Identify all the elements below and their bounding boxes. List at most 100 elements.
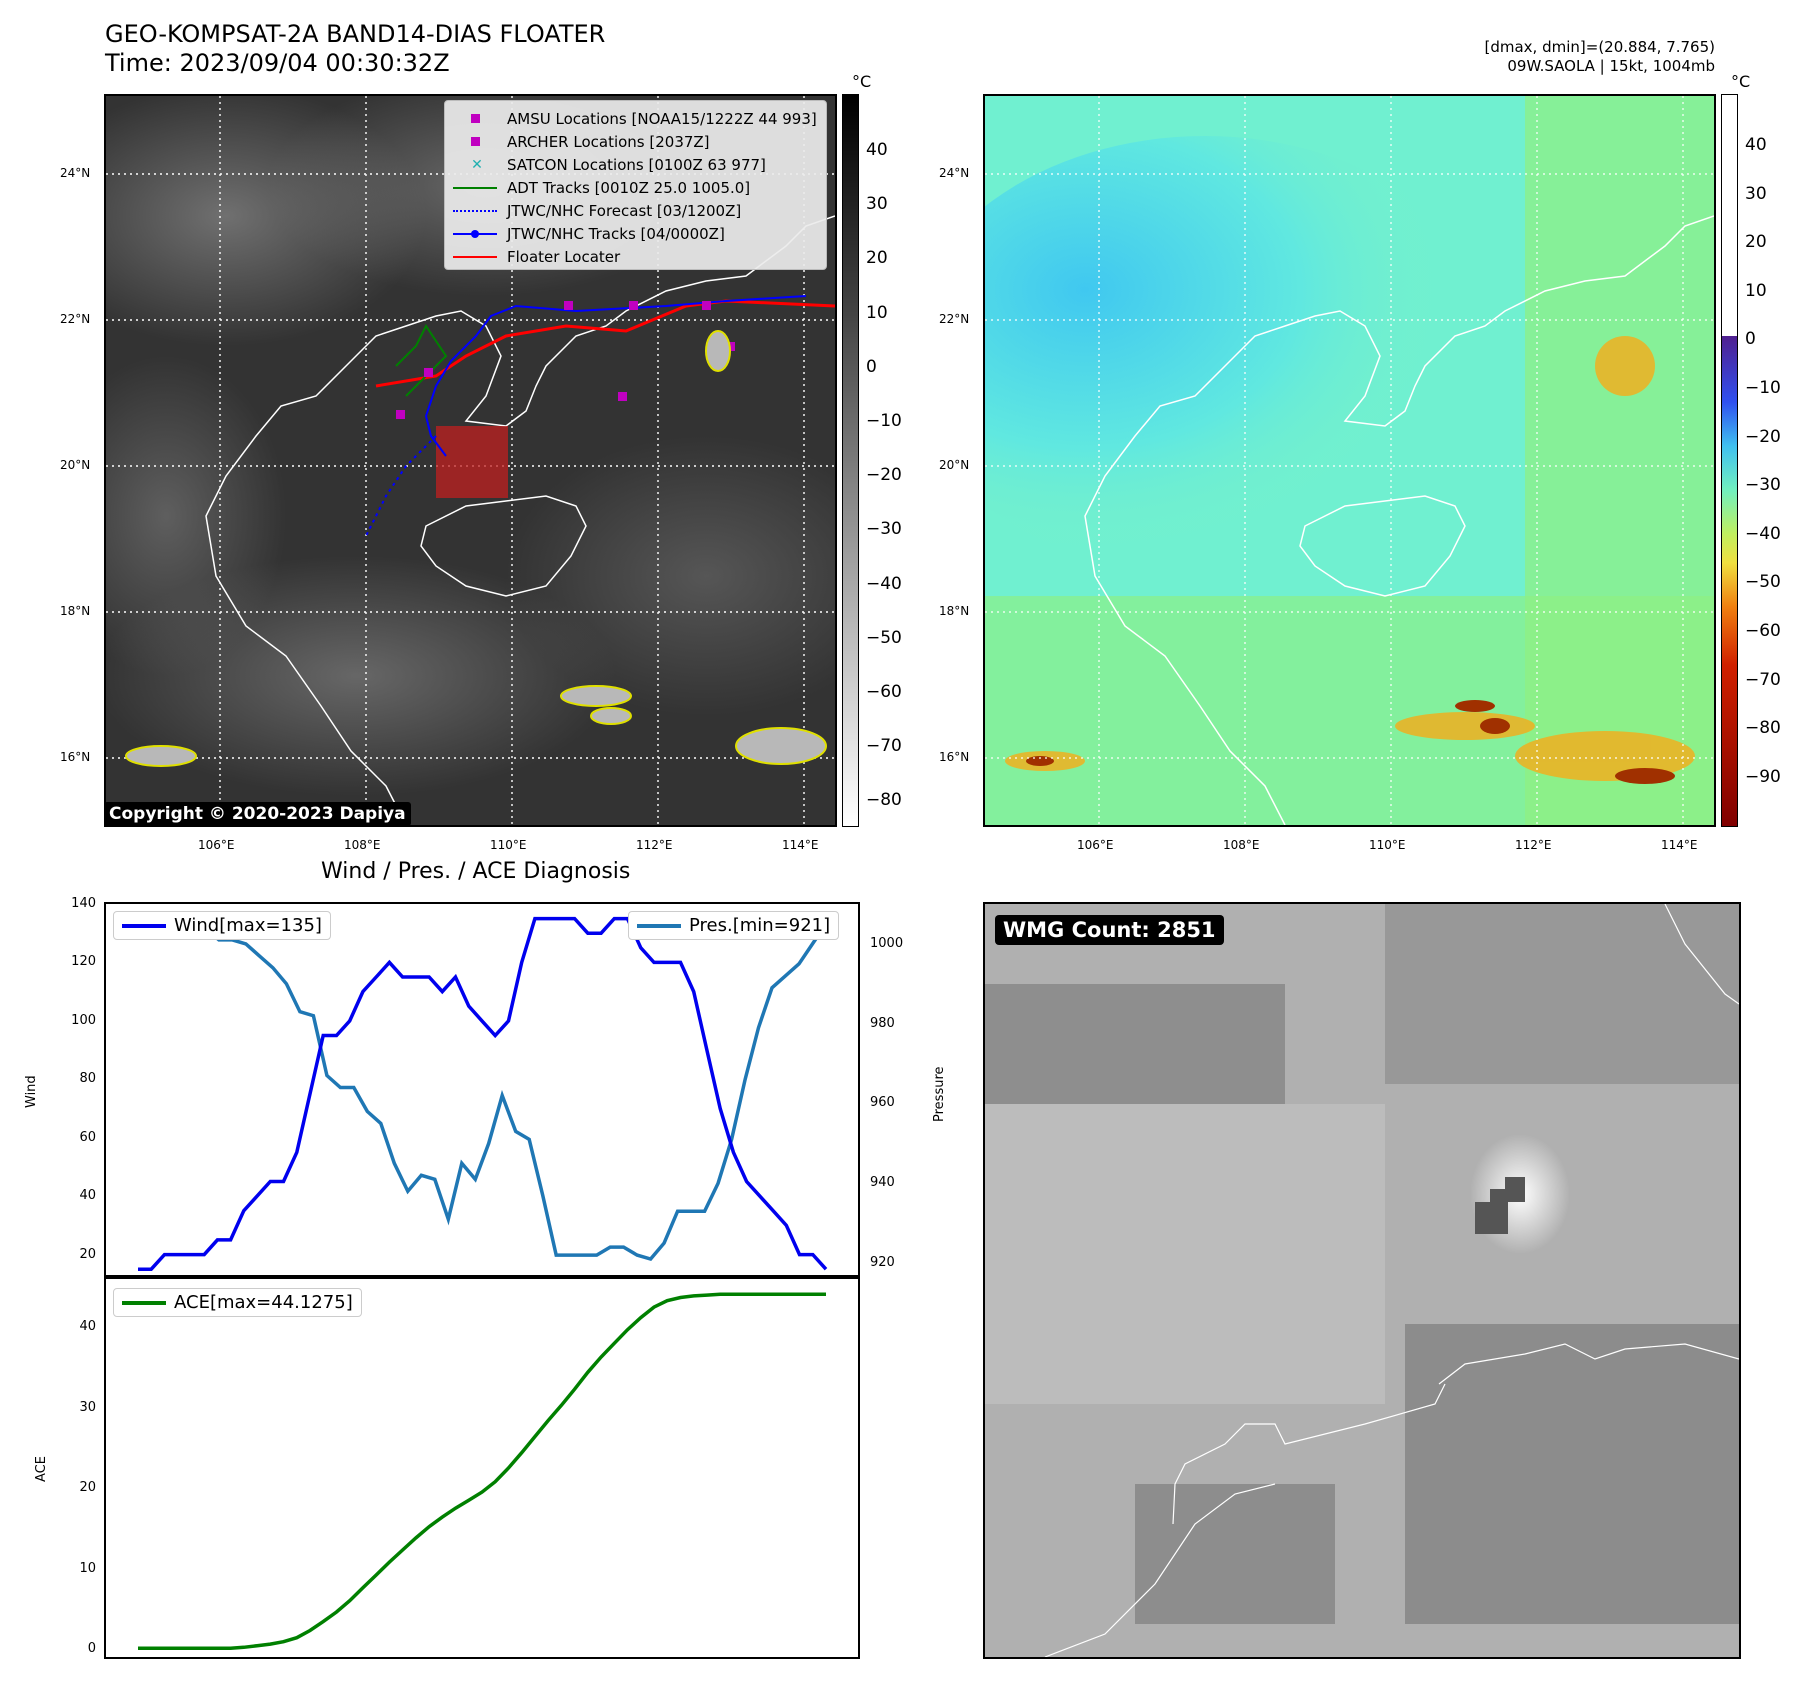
dias-colorbar [1721, 94, 1738, 827]
axis-tick-label: 20 [79, 1246, 96, 1262]
square-marker-icon [453, 135, 501, 149]
axis-tick-label: 80 [79, 1071, 96, 1087]
colorbar-tick-label: −60 [1745, 621, 1781, 641]
lat-label: 18°N [939, 604, 970, 618]
square-marker-icon [453, 112, 501, 126]
axis-tick-label: 120 [71, 954, 96, 970]
lon-label: 114°E [1661, 838, 1698, 852]
lat-label: 16°N [60, 750, 91, 764]
lon-label: 114°E [782, 838, 819, 852]
copyright-badge: Copyright © 2020-2023 Dapiya [104, 802, 411, 826]
colorbar-tick-label: 10 [1745, 280, 1767, 301]
title-line2: Time: 2023/09/04 00:30:32Z [105, 49, 450, 77]
wmg-center-marker [1475, 1177, 1525, 1234]
legend-jtwc-tracks: JTWC/NHC Tracks [04/0000Z] [453, 222, 818, 245]
lat-label: 20°N [60, 458, 91, 472]
colorbar-tick-label: −40 [866, 573, 902, 594]
colorbar-tick-label: −10 [866, 411, 902, 431]
lat-label: 20°N [939, 458, 970, 472]
colorbar-tick-label: 0 [1745, 329, 1756, 350]
lon-label: 110°E [1369, 838, 1406, 852]
wind-legend-line-icon [122, 923, 166, 928]
lon-label: 108°E [344, 838, 381, 852]
line-icon [453, 181, 501, 195]
dmax-dmin-text: [dmax, dmin]=(20.884, 7.765) [1484, 38, 1716, 56]
lat-label: 24°N [939, 166, 970, 180]
axis-tick-label: 940 [870, 1175, 895, 1191]
pres-legend-line-icon [637, 923, 681, 928]
ir-coastline [205, 215, 835, 825]
wmg-count-badge: WMG Count: 2851 [995, 915, 1224, 945]
jtwc-track [424, 295, 807, 457]
axis-tick-label: 100 [71, 1012, 96, 1028]
x-marker-icon: ✕ [471, 156, 483, 173]
wind-legend-label: Wind[max=135] [174, 915, 322, 936]
colorbar-tick-label: −50 [1745, 572, 1781, 593]
axis-tick-label: 20 [79, 1480, 96, 1496]
colorbar-tick-label: −60 [866, 682, 902, 702]
legend-satcon: ✕ SATCON Locations [0100Z 63 977] [453, 153, 818, 176]
dias-map-panel [983, 94, 1716, 827]
colorbar-tick-label: −20 [1745, 426, 1781, 447]
axis-tick-label: 140 [71, 896, 96, 911]
colorbar-tick-label: −30 [866, 519, 902, 540]
colorbar-tick-label: 30 [1745, 183, 1767, 204]
axis-tick-label: 40 [79, 1319, 96, 1335]
wind-series-line [138, 916, 828, 1271]
ace-plot [104, 1277, 860, 1659]
lon-label: 106°E [1077, 838, 1114, 852]
wmg-coastline [1044, 904, 1739, 1657]
legend-floater: Floater Locater [453, 245, 818, 268]
colorbar-tick-label: 40 [1745, 135, 1767, 155]
dias-gridlines [985, 96, 1714, 825]
pres-legend-label: Pres.[min=921] [689, 915, 831, 936]
legend-amsu: AMSU Locations [NOAA15/1222Z 44 993] [453, 107, 818, 130]
ir-gridlines [106, 96, 835, 825]
lon-label: 106°E [198, 838, 235, 852]
lat-label: 22°N [60, 312, 91, 326]
dotted-line-icon [453, 204, 501, 218]
ace-series-line [138, 1292, 826, 1650]
colorbar-tick-label: −70 [1745, 669, 1781, 690]
diagnosis-title: Wind / Pres. / ACE Diagnosis [321, 859, 631, 884]
wind-axis-title: Wind [24, 1075, 39, 1108]
colorbar-tick-label: −70 [866, 736, 902, 757]
legend-jtwc-forecast: JTWC/NHC Forecast [03/1200Z] [453, 199, 818, 222]
main-title: GEO-KOMPSAT-2A BAND14-DIAS FLOATER Time:… [105, 20, 605, 78]
legend-label: JTWC/NHC Forecast [03/1200Z] [507, 201, 742, 220]
colorbar-tick-label: 20 [866, 248, 888, 269]
lon-label: 112°E [1515, 838, 1552, 852]
colorbar-tick-label: −90 [1745, 766, 1781, 787]
ace-legend-line-icon [122, 1300, 166, 1305]
jtwc-forecast [365, 435, 437, 537]
legend-label: JTWC/NHC Tracks [04/0000Z] [507, 224, 725, 243]
floater-box [436, 426, 508, 498]
colorbar-tick-label: 10 [866, 302, 888, 323]
legend-label: Floater Locater [507, 247, 621, 266]
storm-info-text: 09W.SAOLA | 15kt, 1004mb [1507, 57, 1715, 75]
title-line1: GEO-KOMPSAT-2A BAND14-DIAS FLOATER [105, 20, 606, 48]
colorbar-tick-label: −30 [1745, 475, 1781, 496]
lat-label: 18°N [60, 604, 91, 618]
lat-label: 24°N [60, 166, 91, 180]
ace-legend-label: ACE[max=44.1275] [174, 1292, 353, 1313]
axis-tick-label: 960 [870, 1095, 895, 1111]
lat-label: 16°N [939, 750, 970, 764]
line-dot-icon [453, 227, 501, 241]
line-icon [453, 250, 501, 264]
colorbar-tick-label: 40 [866, 140, 888, 160]
axis-tick-label: 980 [870, 1015, 895, 1031]
legend-label: AMSU Locations [NOAA15/1222Z 44 993] [507, 109, 817, 128]
axis-tick-label: 920 [870, 1255, 895, 1271]
lon-label: 112°E [636, 838, 673, 852]
legend-label: SATCON Locations [0100Z 63 977] [507, 155, 766, 174]
pres-axis-title: Pressure [932, 1066, 947, 1122]
colorbar-tick-label: 0 [866, 356, 877, 377]
colorbar-tick-label: −40 [1745, 523, 1781, 544]
wmg-image [985, 904, 1739, 1657]
axis-tick-label: 1000 [870, 935, 904, 951]
legend-label: ARCHER Locations [2037Z] [507, 132, 710, 151]
colorbar-unit-left: °C [852, 72, 872, 91]
lon-label: 110°E [490, 838, 527, 852]
legend-label: ADT Tracks [0010Z 25.0 1005.0] [507, 178, 751, 197]
